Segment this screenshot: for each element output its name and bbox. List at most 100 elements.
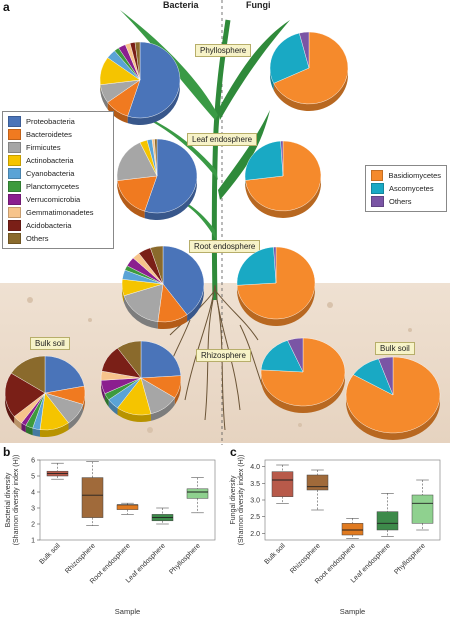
- bacterial-diversity-boxplot: 1 2 3 4 5 6 Bacterial diversity (Shannon divers…: [5, 455, 216, 616]
- fungi-legend-label: Ascomycetes: [389, 184, 434, 193]
- bacteria-pie-rhizosphere-side: [174, 378, 181, 405]
- y-tick-label: 1: [31, 538, 35, 545]
- bacteria-pie-rhizosphere-side: [117, 407, 151, 422]
- bacteria-pie-root-endosphere-slice: [162, 245, 205, 316]
- y-axis-label: Bacterial diversity: [5, 472, 12, 527]
- y-axis-label: (Shannon diversity index (H)): [238, 455, 245, 546]
- bacteria-legend-swatch: [8, 155, 21, 166]
- bacteria-pie-leaf-endosphere-slice: [117, 175, 158, 212]
- zone-label-phyllosphere: Phyllosphere: [195, 44, 252, 57]
- fungi-pie-phyllosphere-slice: [273, 31, 349, 105]
- fungi-legend-swatch: [371, 170, 384, 181]
- fungi-pie-root-endosphere: [236, 246, 316, 327]
- bacteria-legend-label: Cyanobacteria: [26, 169, 75, 178]
- bacteria-pie-leaf-endosphere-slice: [116, 142, 158, 181]
- bacteria-pie-rhizosphere-slice: [140, 340, 182, 379]
- bacteria-legend-label: Actinobacteria: [26, 156, 74, 165]
- bacteria-pie-bulk-soil-slice: [10, 355, 46, 394]
- plot-area: [39, 459, 216, 541]
- box-body: [271, 471, 294, 497]
- y-tick-label: 2: [31, 522, 35, 529]
- fungi-pie-rhizosphere-slice: [287, 337, 304, 373]
- pie-charts: [4, 31, 441, 440]
- bacteria-pie-leaf-endosphere-side: [144, 176, 197, 221]
- bacteria-legend-item: Verrucomicrobia: [8, 193, 108, 206]
- x-tick-label: Phyllosphere: [393, 542, 427, 576]
- fungi-legend-item: Ascomycetes: [371, 182, 441, 195]
- bacteria-legend-item: Planctomycetes: [8, 180, 108, 193]
- fungi-pie-phyllosphere-side: [273, 68, 348, 111]
- plant-leaf: [218, 20, 290, 120]
- bacteria-pie-bulk-soil: [4, 355, 86, 437]
- box-bulk-soil: [46, 462, 69, 480]
- bacteria-legend-item: Gemmatimonadetes: [8, 206, 108, 219]
- fungi-legend-label: Others: [389, 197, 412, 206]
- fungi-legend-swatch: [371, 196, 384, 207]
- y-tick-label: 6: [31, 458, 35, 465]
- box-body: [411, 494, 434, 524]
- bacteria-pie-bulk-soil-side: [39, 422, 69, 437]
- box-body: [116, 504, 139, 510]
- bacteria-legend-label: Firmicutes: [26, 143, 61, 152]
- bacteria-legend-item: Cyanobacteria: [8, 167, 108, 180]
- bacteria-legend-label: Bacteroidetes: [26, 130, 72, 139]
- y-tick-label: 3.5: [250, 481, 260, 488]
- box-leaf-endosphere: [376, 493, 399, 537]
- bacteria-pie-bulk-soil-slice: [4, 372, 46, 417]
- panel-c-letter: c: [230, 445, 237, 459]
- fungi-pie-bulk-soil-slice: [378, 356, 394, 396]
- zone-label-bulk-soil-fungi: Bulk soil: [375, 342, 415, 355]
- fungi-column-title: Fungi: [246, 0, 271, 10]
- bacteria-pie-bulk-soil-side: [68, 404, 84, 430]
- bacteria-pie-leaf-endosphere-slice: [144, 138, 198, 214]
- bacteria-legend-label: Proteobacteria: [26, 117, 75, 126]
- bacteria-legend-swatch: [8, 129, 21, 140]
- bacteria-pie-leaf-endosphere-slice: [154, 138, 158, 177]
- bacteria-pie-rhizosphere-side: [101, 380, 105, 401]
- fungi-pie-leaf-endosphere: [244, 140, 322, 219]
- bacteria-pie-phyllosphere: [99, 41, 181, 125]
- fungi-pie-root-endosphere-side: [237, 283, 315, 327]
- bacteria-column-title: Bacteria: [163, 0, 199, 10]
- bacteria-pie-bulk-soil-side: [32, 428, 40, 437]
- x-tick-label: Bulk soil: [264, 542, 288, 566]
- y-axis-label: Fungal diversity: [230, 475, 237, 525]
- zone-label-bulk-soil-bacteria: Bulk soil: [30, 337, 70, 350]
- bacteria-pie-leaf-endosphere-side: [117, 180, 145, 219]
- y-tick-label: 2.5: [250, 514, 260, 521]
- bacteria-legend-swatch: [8, 142, 21, 153]
- bacteria-legend-label: Acidobacteria: [26, 221, 72, 230]
- box-body: [376, 511, 399, 531]
- fungal-diversity-boxplot: 2.0 2.5 3.0 3.5 4.0 Fungal diversity (Shannon …: [230, 455, 441, 616]
- y-tick-label: 3: [31, 506, 35, 513]
- zone-label-rhizosphere: Rhizosphere: [196, 349, 251, 362]
- bacteria-pie-root-endosphere-side: [187, 284, 204, 322]
- panel-b-letter: b: [3, 445, 11, 459]
- y-tick-label: 2.0: [250, 531, 260, 538]
- bacteria-legend-item: Others: [8, 232, 108, 245]
- bacteria-pie-root-endosphere-slice: [123, 283, 164, 322]
- x-axis-label: Sample: [115, 607, 140, 616]
- fungi-legend-swatch: [371, 183, 384, 194]
- box-root-endosphere: [341, 518, 364, 539]
- fungi-pie-phyllosphere-slice: [269, 32, 310, 84]
- fungi-pie-root-endosphere-slice: [236, 246, 277, 286]
- x-tick-label: Leaf endosphere: [125, 542, 167, 584]
- bacteria-legend-swatch: [8, 194, 21, 205]
- box-body: [81, 477, 104, 518]
- bacteria-pie-bulk-soil-side: [14, 416, 22, 430]
- x-axis-label: Sample: [340, 607, 365, 616]
- bacteria-pie-bulk-soil-side: [21, 422, 26, 433]
- fungi-legend: Basidiomycetes Ascomycetes Others: [365, 165, 447, 212]
- bacteria-legend-item: Acidobacteria: [8, 219, 108, 232]
- bacteria-legend-item: Firmicutes: [8, 141, 108, 154]
- bacteria-legend-label: Planctomycetes: [26, 182, 79, 191]
- bacteria-legend-item: Proteobacteria: [8, 115, 108, 128]
- soil-texture: [27, 297, 412, 433]
- bacteria-legend-item: Actinobacteria: [8, 154, 108, 167]
- x-tick-label: Phyllosphere: [168, 542, 202, 576]
- box-bulk-soil: [271, 464, 294, 504]
- fungi-legend-item: Others: [371, 195, 441, 208]
- fungi-pie-rhizosphere-side: [261, 372, 345, 413]
- zone-label-root-endosphere: Root endosphere: [189, 240, 261, 253]
